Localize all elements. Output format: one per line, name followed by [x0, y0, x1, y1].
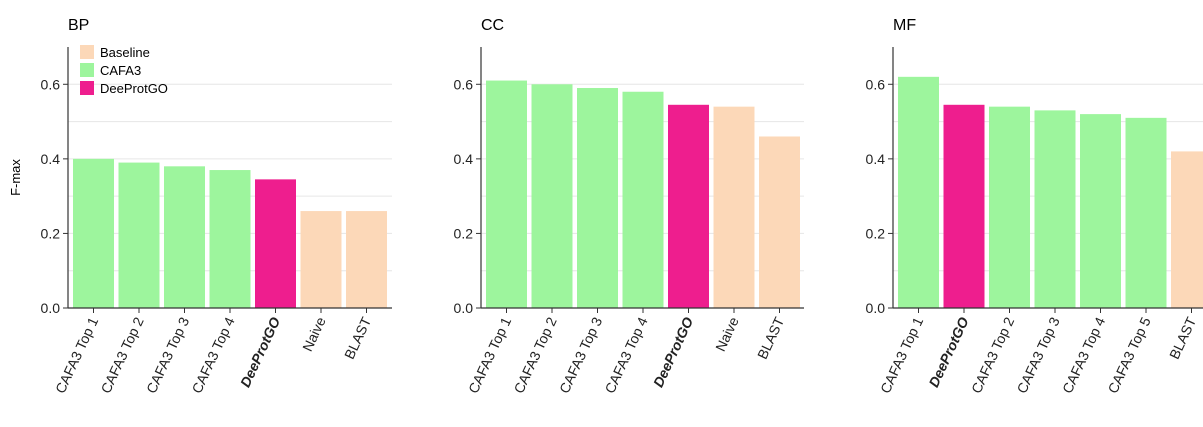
- bar-cafa3-top-3: [577, 88, 618, 308]
- y-tick-label: 0.0: [866, 300, 886, 316]
- bar-naive: [713, 106, 755, 309]
- x-category-label: BLAST: [1166, 314, 1199, 361]
- y-axis-title: F-max: [8, 159, 23, 196]
- legend-swatch: [80, 81, 94, 95]
- x-category-label: CAFA3 Top 4: [601, 314, 650, 395]
- bar-deeprotgo: [943, 104, 985, 309]
- x-category-label: CAFA3 Top 1: [877, 314, 926, 395]
- bar-blast: [759, 136, 800, 308]
- x-category-label: CAFA3 Top 4: [188, 314, 237, 395]
- legend-swatch: [80, 63, 94, 77]
- y-tick-label: 0.6: [41, 76, 61, 92]
- x-category-label: CAFA3 Top 3: [556, 314, 605, 395]
- panel-title: CC: [481, 17, 504, 34]
- y-tick-label: 0.4: [41, 151, 61, 167]
- x-category-label: CAFA3 Top 1: [465, 314, 514, 395]
- bar-cafa3-top-1: [73, 158, 114, 308]
- panel-title: MF: [893, 17, 916, 34]
- bar-cafa3-top-2: [531, 84, 573, 309]
- y-tick-label: 0.0: [41, 300, 61, 316]
- x-category-label: Naive: [299, 314, 329, 353]
- bar-cafa3-top-3: [164, 166, 205, 308]
- legend-label: Baseline: [100, 45, 150, 60]
- x-category-label: CAFA3 Top 2: [510, 314, 559, 395]
- legend-label: CAFA3: [100, 63, 141, 78]
- y-tick-label: 0.0: [454, 300, 474, 316]
- y-tick-label: 0.6: [454, 76, 474, 92]
- bar-naive: [300, 211, 342, 308]
- bar-cafa3-top-2: [118, 162, 160, 308]
- x-category-label: DeeProtGO: [237, 314, 283, 389]
- x-category-label: CAFA3 Top 1: [52, 314, 101, 395]
- bar-cafa3-top-4: [1080, 114, 1121, 308]
- y-tick-label: 0.2: [41, 225, 61, 241]
- bar-deeprotgo: [255, 179, 296, 308]
- x-category-label: DeeProtGO: [650, 314, 696, 389]
- x-category-label: CAFA3 Top 2: [968, 314, 1017, 395]
- bar-deeprotgo: [668, 104, 709, 309]
- bar-cafa3-top-5: [1125, 117, 1167, 308]
- y-tick-label: 0.4: [454, 151, 474, 167]
- y-tick-label: 0.2: [454, 225, 474, 241]
- y-tick-label: 0.6: [866, 76, 886, 92]
- x-category-label: CAFA3 Top 3: [1013, 314, 1062, 395]
- legend-swatch: [80, 45, 94, 59]
- x-category-label: CAFA3 Top 4: [1059, 314, 1108, 395]
- bar-cafa3-top-1: [486, 80, 527, 308]
- x-category-label: DeeProtGO: [925, 314, 971, 389]
- bar-cafa3-top-4: [209, 170, 251, 308]
- panel-title: BP: [68, 17, 89, 34]
- x-category-label: Naive: [712, 314, 742, 353]
- bar-blast: [1171, 151, 1203, 308]
- bar-cafa3-top-2: [989, 106, 1030, 309]
- bar-cafa3-top-1: [898, 76, 939, 308]
- bar-cafa3-top-3: [1034, 110, 1076, 308]
- x-category-label: BLAST: [754, 314, 787, 361]
- legend-label: DeeProtGO: [100, 81, 168, 96]
- x-category-label: CAFA3 Top 3: [143, 314, 192, 395]
- legend: Baseline CAFA3 DeeProtGO: [80, 45, 168, 96]
- bar-blast: [346, 211, 387, 308]
- y-tick-label: 0.4: [866, 151, 886, 167]
- bar-cafa3-top-4: [622, 91, 664, 308]
- x-category-label: CAFA3 Top 2: [97, 314, 146, 395]
- x-category-label: BLAST: [341, 314, 374, 361]
- y-tick-label: 0.2: [866, 225, 886, 241]
- x-category-label: CAFA3 Top 5: [1104, 314, 1153, 395]
